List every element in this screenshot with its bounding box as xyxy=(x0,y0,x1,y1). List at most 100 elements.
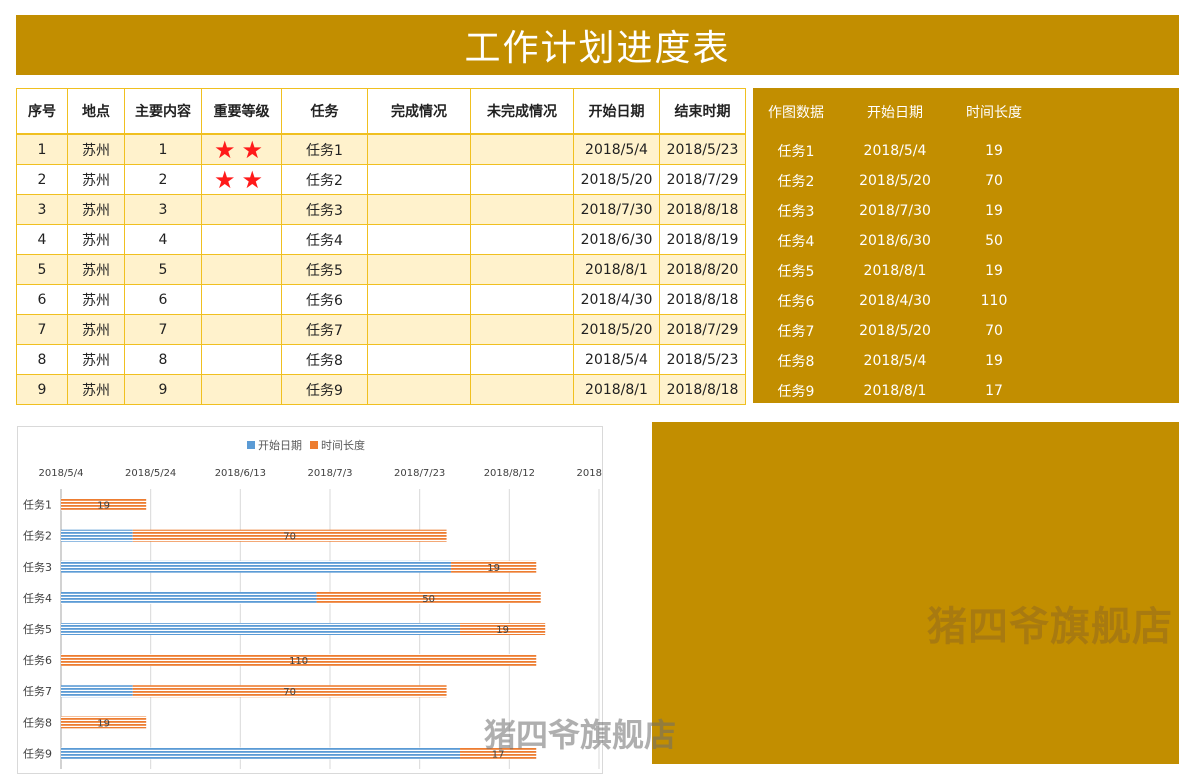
cell-place[interactable]: 苏州 xyxy=(67,344,125,375)
cell-end[interactable]: 2018/8/18 xyxy=(659,194,746,225)
cell-undone[interactable] xyxy=(470,224,574,255)
side-cell-len[interactable]: 19 xyxy=(985,203,1003,219)
cell-start[interactable]: 2018/5/20 xyxy=(573,164,660,195)
cell-place[interactable]: 苏州 xyxy=(67,374,125,405)
side-cell-start[interactable]: 2018/7/30 xyxy=(859,203,931,219)
cell-end[interactable]: 2018/8/18 xyxy=(659,374,746,405)
side-cell-task[interactable]: 任务6 xyxy=(777,294,815,310)
cell-task[interactable]: 任务6 xyxy=(281,284,368,315)
cell-task[interactable]: 任务9 xyxy=(281,374,368,405)
side-cell-task[interactable]: 任务4 xyxy=(777,234,815,250)
cell-no[interactable]: 7 xyxy=(16,314,68,345)
cell-done[interactable] xyxy=(367,254,471,285)
cell-end[interactable]: 2018/5/23 xyxy=(659,344,746,375)
cell-end[interactable]: 2018/5/23 xyxy=(659,133,746,165)
cell-task[interactable]: 任务8 xyxy=(281,344,368,375)
cell-done[interactable] xyxy=(367,314,471,345)
importance-stars[interactable]: ★★ xyxy=(201,164,282,195)
cell-no[interactable]: 8 xyxy=(16,344,68,375)
side-cell-len[interactable]: 110 xyxy=(980,293,1008,309)
cell-start[interactable]: 2018/7/30 xyxy=(573,194,660,225)
cell-end[interactable]: 2018/8/19 xyxy=(659,224,746,255)
cell-end[interactable]: 2018/8/18 xyxy=(659,284,746,315)
cell-place[interactable]: 苏州 xyxy=(67,133,125,165)
side-cell-len[interactable]: 19 xyxy=(985,353,1003,369)
cell-end[interactable]: 2018/7/29 xyxy=(659,164,746,195)
cell-place[interactable]: 苏州 xyxy=(67,224,125,255)
cell-task[interactable]: 任务1 xyxy=(281,133,368,165)
importance-stars[interactable] xyxy=(201,254,282,285)
cell-content[interactable]: 2 xyxy=(124,164,202,195)
cell-start[interactable]: 2018/4/30 xyxy=(573,284,660,315)
cell-place[interactable]: 苏州 xyxy=(67,314,125,345)
side-cell-task[interactable]: 任务2 xyxy=(777,174,815,190)
cell-content[interactable]: 1 xyxy=(124,133,202,165)
gantt-chart[interactable]: 开始日期 时间长度 2018/5/4 2018/5/24 2018/6/13 2018/7… xyxy=(17,426,603,774)
side-cell-start[interactable]: 2018/5/20 xyxy=(859,323,931,339)
side-cell-task[interactable]: 任务9 xyxy=(777,384,815,400)
side-cell-len[interactable]: 70 xyxy=(985,173,1003,189)
cell-place[interactable]: 苏州 xyxy=(67,254,125,285)
cell-start[interactable]: 2018/6/30 xyxy=(573,224,660,255)
cell-no[interactable]: 2 xyxy=(16,164,68,195)
side-cell-start[interactable]: 2018/5/4 xyxy=(863,353,927,369)
side-cell-task[interactable]: 任务3 xyxy=(777,204,815,220)
cell-start[interactable]: 2018/5/20 xyxy=(573,314,660,345)
cell-undone[interactable] xyxy=(470,344,574,375)
importance-stars[interactable] xyxy=(201,224,282,255)
cell-task[interactable]: 任务7 xyxy=(281,314,368,345)
cell-place[interactable]: 苏州 xyxy=(67,164,125,195)
side-cell-len[interactable]: 70 xyxy=(985,323,1003,339)
cell-end[interactable]: 2018/8/20 xyxy=(659,254,746,285)
cell-content[interactable]: 3 xyxy=(124,194,202,225)
cell-content[interactable]: 5 xyxy=(124,254,202,285)
side-cell-len[interactable]: 50 xyxy=(985,233,1003,249)
cell-done[interactable] xyxy=(367,224,471,255)
cell-content[interactable]: 4 xyxy=(124,224,202,255)
side-cell-len[interactable]: 19 xyxy=(985,143,1003,159)
cell-task[interactable]: 任务5 xyxy=(281,254,368,285)
importance-stars[interactable] xyxy=(201,344,282,375)
cell-undone[interactable] xyxy=(470,374,574,405)
cell-done[interactable] xyxy=(367,284,471,315)
cell-no[interactable]: 4 xyxy=(16,224,68,255)
side-cell-start[interactable]: 2018/8/1 xyxy=(863,263,927,279)
side-cell-start[interactable]: 2018/6/30 xyxy=(859,233,931,249)
side-cell-task[interactable]: 任务7 xyxy=(777,324,815,340)
cell-undone[interactable] xyxy=(470,194,574,225)
cell-end[interactable]: 2018/7/29 xyxy=(659,314,746,345)
importance-stars[interactable]: ★★ xyxy=(201,133,282,165)
side-cell-start[interactable]: 2018/5/4 xyxy=(863,143,927,159)
cell-undone[interactable] xyxy=(470,314,574,345)
cell-task[interactable]: 任务4 xyxy=(281,224,368,255)
cell-undone[interactable] xyxy=(470,284,574,315)
importance-stars[interactable] xyxy=(201,194,282,225)
cell-content[interactable]: 6 xyxy=(124,284,202,315)
cell-content[interactable]: 8 xyxy=(124,344,202,375)
importance-stars[interactable] xyxy=(201,314,282,345)
cell-undone[interactable] xyxy=(470,133,574,165)
cell-start[interactable]: 2018/5/4 xyxy=(573,344,660,375)
side-cell-task[interactable]: 任务1 xyxy=(777,144,815,160)
cell-no[interactable]: 9 xyxy=(16,374,68,405)
side-cell-start[interactable]: 2018/8/1 xyxy=(863,383,927,399)
cell-done[interactable] xyxy=(367,133,471,165)
cell-place[interactable]: 苏州 xyxy=(67,194,125,225)
cell-undone[interactable] xyxy=(470,254,574,285)
side-cell-task[interactable]: 任务8 xyxy=(777,354,815,370)
side-cell-start[interactable]: 2018/5/20 xyxy=(859,173,931,189)
cell-place[interactable]: 苏州 xyxy=(67,284,125,315)
cell-done[interactable] xyxy=(367,194,471,225)
cell-no[interactable]: 6 xyxy=(16,284,68,315)
cell-no[interactable]: 3 xyxy=(16,194,68,225)
cell-done[interactable] xyxy=(367,374,471,405)
importance-stars[interactable] xyxy=(201,284,282,315)
side-cell-len[interactable]: 19 xyxy=(985,263,1003,279)
cell-content[interactable]: 9 xyxy=(124,374,202,405)
cell-start[interactable]: 2018/8/1 xyxy=(573,254,660,285)
cell-done[interactable] xyxy=(367,164,471,195)
cell-undone[interactable] xyxy=(470,164,574,195)
side-cell-start[interactable]: 2018/4/30 xyxy=(859,293,931,309)
cell-start[interactable]: 2018/8/1 xyxy=(573,374,660,405)
cell-start[interactable]: 2018/5/4 xyxy=(573,133,660,165)
